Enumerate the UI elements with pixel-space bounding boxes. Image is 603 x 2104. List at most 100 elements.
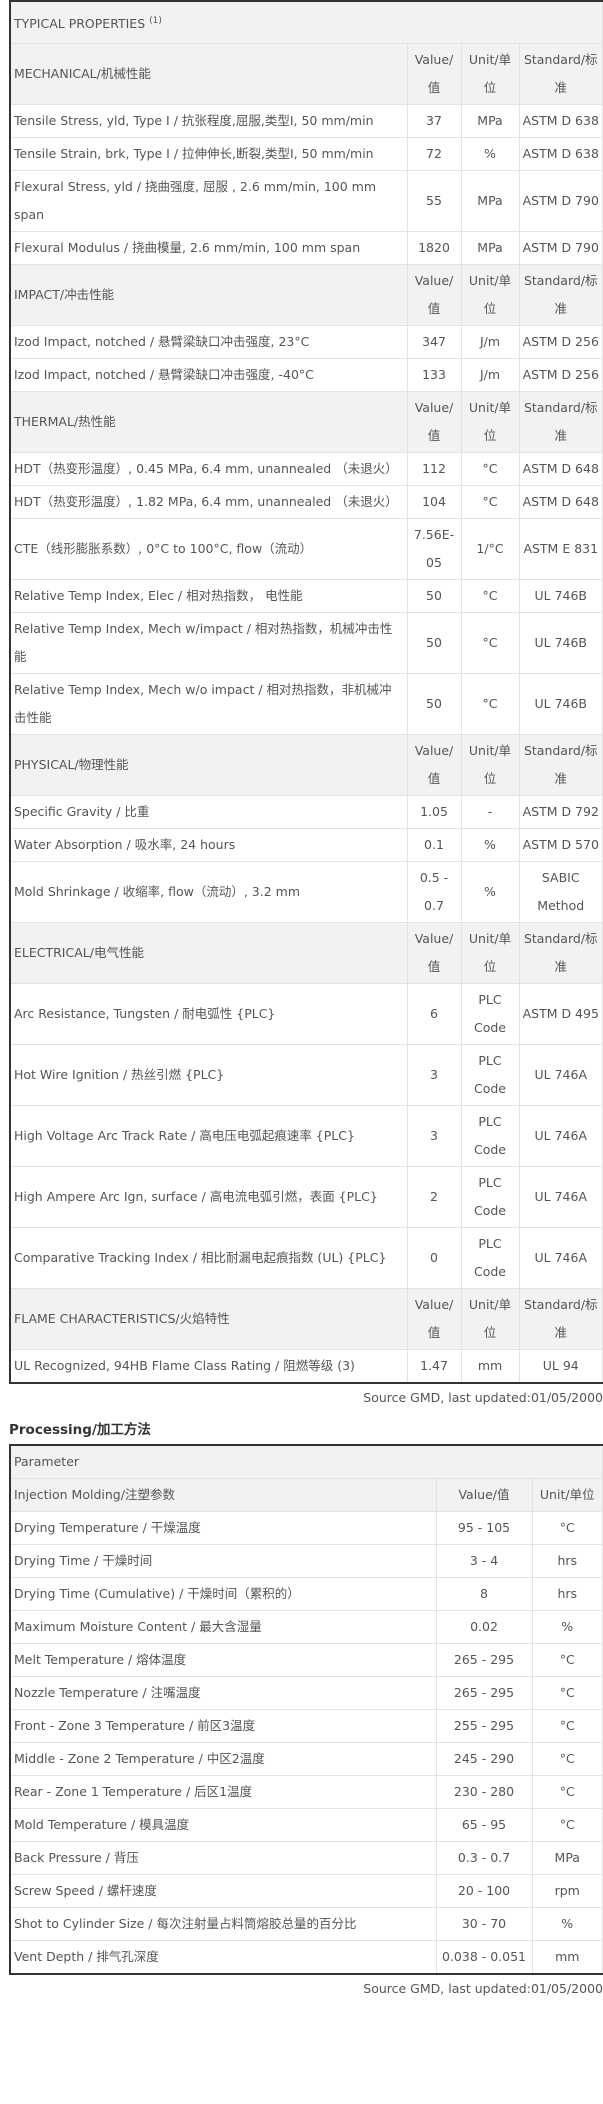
property-standard: UL 746B <box>518 612 603 675</box>
property-standard: ASTM D 256 <box>518 325 603 360</box>
property-value: 55 <box>406 170 462 233</box>
property-unit: % <box>460 137 520 172</box>
property-unit: PLC Code <box>460 1166 520 1229</box>
property-value: 2 <box>406 1166 462 1229</box>
section-title: PHYSICAL/物理性能 <box>9 734 408 797</box>
property-name: HDT（热变形温度）, 1.82 MPa, 6.4 mm, unannealed… <box>9 485 408 520</box>
parameter-unit: °C <box>531 1709 603 1744</box>
section-title: ELECTRICAL/电气性能 <box>9 922 408 985</box>
processing-parameter-row: Parameter <box>9 1444 603 1480</box>
section-title: THERMAL/热性能 <box>9 391 408 454</box>
property-row: Specific Gravity / 比重 1.05- ASTM D 792 <box>9 795 603 830</box>
parameter-value: 65 - 95 <box>435 1808 533 1843</box>
property-standard: ASTM D 790 <box>518 231 603 266</box>
parameter-name: Drying Time / 干燥时间 <box>9 1544 437 1579</box>
processing-row: Nozzle Temperature / 注嘴温度 265 - 295 °C <box>9 1676 603 1711</box>
parameter-unit: °C <box>531 1676 603 1711</box>
section-header-row: THERMAL/热性能 Value/值 Unit/单位 Standard/标准 <box>9 391 603 454</box>
parameter-unit: mm <box>531 1940 603 1975</box>
section-header-row: ELECTRICAL/电气性能 Value/值 Unit/单位 Standard/标准 <box>9 922 603 985</box>
value-column-header: Value/值 <box>406 1288 462 1351</box>
property-unit: MPa <box>460 170 520 233</box>
property-value: 0 <box>406 1227 462 1290</box>
property-unit: PLC Code <box>460 1044 520 1107</box>
value-column-header: Value/值 <box>406 43 462 106</box>
property-value: 1.05 <box>406 795 462 830</box>
parameter-value: 95 - 105 <box>435 1511 533 1546</box>
property-name: Specific Gravity / 比重 <box>9 795 408 830</box>
property-value: 3 <box>406 1044 462 1107</box>
property-unit: PLC Code <box>460 1227 520 1290</box>
properties-source-note: Source GMD, last updated:01/05/2000 <box>363 1390 603 1406</box>
parameter-name: Mold Temperature / 模具温度 <box>9 1808 437 1843</box>
property-standard: ASTM D 638 <box>518 104 603 139</box>
property-name: Arc Resistance, Tungsten / 耐电弧性 {PLC} <box>9 983 408 1046</box>
property-name: Izod Impact, notched / 悬臂梁缺口冲击强度, -40°C <box>9 358 408 393</box>
property-unit: % <box>460 828 520 863</box>
parameter-name: Middle - Zone 2 Temperature / 中区2温度 <box>9 1742 437 1777</box>
section-title: FLAME CHARACTERISTICS/火焰特性 <box>9 1288 408 1351</box>
parameter-unit: °C <box>531 1742 603 1777</box>
parameter-name: Shot to Cylinder Size / 每次注射量占料筒熔胶总量的百分比 <box>9 1907 437 1942</box>
standard-column-header: Standard/标准 <box>518 734 603 797</box>
unit-column-header: Unit/单位 <box>460 391 520 454</box>
property-row: Flexural Modulus / 挠曲模量, 2.6 mm/min, 100… <box>9 231 603 266</box>
property-unit: PLC Code <box>460 983 520 1046</box>
parameter-value: 0.038 - 0.051 <box>435 1940 533 1975</box>
value-column-header: Value/值 <box>406 922 462 985</box>
property-name: HDT（热变形温度）, 0.45 MPa, 6.4 mm, unannealed… <box>9 452 408 487</box>
processing-row: Shot to Cylinder Size / 每次注射量占料筒熔胶总量的百分比… <box>9 1907 603 1942</box>
processing-row: Drying Temperature / 干燥温度 95 - 105 °C <box>9 1511 603 1546</box>
processing-row: Drying Time (Cumulative) / 干燥时间（累积的） 8 hrs <box>9 1577 603 1612</box>
property-name: Relative Temp Index, Elec / 相对热指数， 电性能 <box>9 579 408 614</box>
parameter-unit: MPa <box>531 1841 603 1876</box>
property-unit: PLC Code <box>460 1105 520 1168</box>
property-value: 50 <box>406 612 462 675</box>
property-name: Water Absorption / 吸水率, 24 hours <box>9 828 408 863</box>
property-unit: mm <box>460 1349 520 1384</box>
typical-properties-table: TYPICAL PROPERTIES (1) MECHANICAL/机械性能 Va… <box>9 0 603 1385</box>
processing-row: Screw Speed / 螺杆速度 20 - 100 rpm <box>9 1874 603 1909</box>
parameter-name: Back Pressure / 背压 <box>9 1841 437 1876</box>
property-standard: ASTM D 256 <box>518 358 603 393</box>
property-name: High Ampere Arc Ign, surface / 高电流电弧引燃，表… <box>9 1166 408 1229</box>
property-value: 104 <box>406 485 462 520</box>
property-unit: J/m <box>460 325 520 360</box>
unit-column-header: Unit/单位 <box>460 264 520 327</box>
value-column-header: Value/值 <box>406 391 462 454</box>
property-row: HDT（热变形温度）, 0.45 MPa, 6.4 mm, unannealed… <box>9 452 603 487</box>
property-name: Relative Temp Index, Mech w/impact / 相对热… <box>9 612 408 675</box>
parameter-name: Rear - Zone 1 Temperature / 后区1温度 <box>9 1775 437 1810</box>
parameter-value: 265 - 295 <box>435 1643 533 1678</box>
property-unit: MPa <box>460 104 520 139</box>
parameter-value: 8 <box>435 1577 533 1612</box>
processing-row: Drying Time / 干燥时间 3 - 4 hrs <box>9 1544 603 1579</box>
property-name: Flexural Modulus / 挠曲模量, 2.6 mm/min, 100… <box>9 231 408 266</box>
processing-header-row: Injection Molding/注塑参数 Value/值 Unit/单位 <box>9 1478 603 1513</box>
processing-row: Melt Temperature / 熔体温度 265 - 295 °C <box>9 1643 603 1678</box>
property-name: High Voltage Arc Track Rate / 高电压电弧起痕速率 … <box>9 1105 408 1168</box>
property-value: 50 <box>406 673 462 736</box>
value-column-header: Value/值 <box>406 734 462 797</box>
datasheet: TYPICAL PROPERTIES (1) MECHANICAL/机械性能 Va… <box>9 0 603 1999</box>
property-name: Mold Shrinkage / 收缩率, flow（流动）, 3.2 mm <box>9 861 408 924</box>
section-header-row: IMPACT/冲击性能 Value/值 Unit/单位 Standard/标准 <box>9 264 603 327</box>
unit-column-header: Unit/单位 <box>460 922 520 985</box>
typical-properties-title: TYPICAL PROPERTIES (1) <box>9 0 603 45</box>
property-unit: °C <box>460 612 520 675</box>
parameter-name: Nozzle Temperature / 注嘴温度 <box>9 1676 437 1711</box>
parameter-name: Front - Zone 3 Temperature / 前区3温度 <box>9 1709 437 1744</box>
property-value: 50 <box>406 579 462 614</box>
property-standard: ASTM D 790 <box>518 170 603 233</box>
property-standard: UL 746A <box>518 1166 603 1229</box>
property-standard: UL 746B <box>518 579 603 614</box>
property-standard: UL 746A <box>518 1044 603 1107</box>
property-name: Comparative Tracking Index / 相比耐漏电起痕指数 (… <box>9 1227 408 1290</box>
property-name: Flexural Stress, yld / 挠曲强度, 屈服 , 2.6 mm… <box>9 170 408 233</box>
property-standard: UL 94 <box>518 1349 603 1384</box>
property-value: 3 <box>406 1105 462 1168</box>
processing-row: Vent Depth / 排气孔深度 0.038 - 0.051 mm <box>9 1940 603 1975</box>
standard-column-header: Standard/标准 <box>518 264 603 327</box>
parameter-unit: °C <box>531 1808 603 1843</box>
parameter-value: 0.02 <box>435 1610 533 1645</box>
